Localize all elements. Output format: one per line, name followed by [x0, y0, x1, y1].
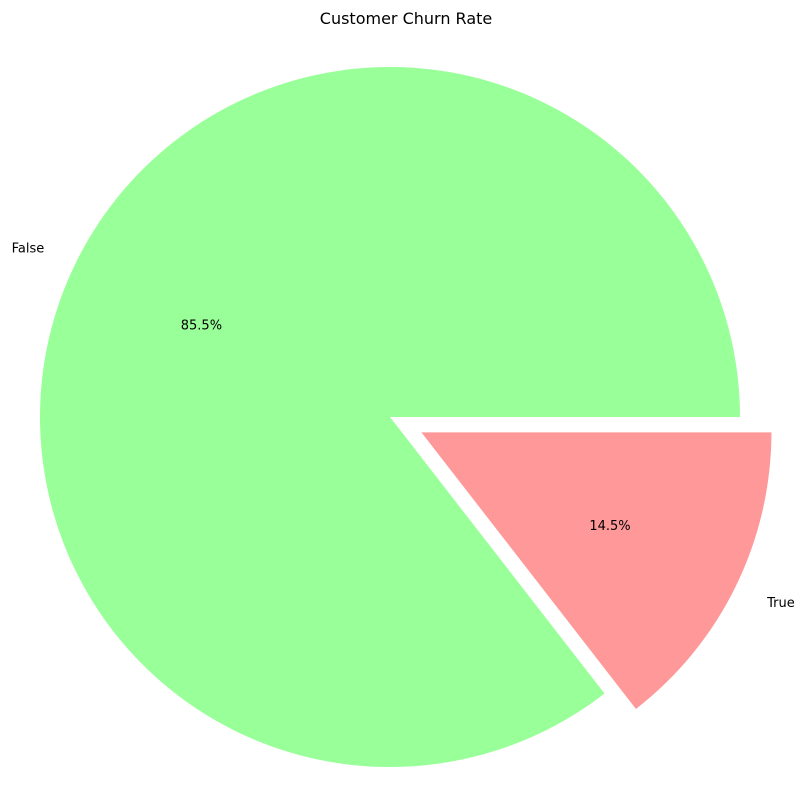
- pct-label-false: 85.5%: [181, 319, 222, 334]
- category-label-false: False: [12, 242, 45, 257]
- category-label-true: True: [766, 596, 795, 611]
- chart-title: Customer Churn Rate: [320, 9, 492, 28]
- pie-slice-true: [421, 432, 772, 709]
- pie-slices: 85.5% False 14.5% True: [12, 67, 795, 768]
- pct-label-true: 14.5%: [589, 519, 630, 534]
- pie-slice-false: [40, 67, 740, 768]
